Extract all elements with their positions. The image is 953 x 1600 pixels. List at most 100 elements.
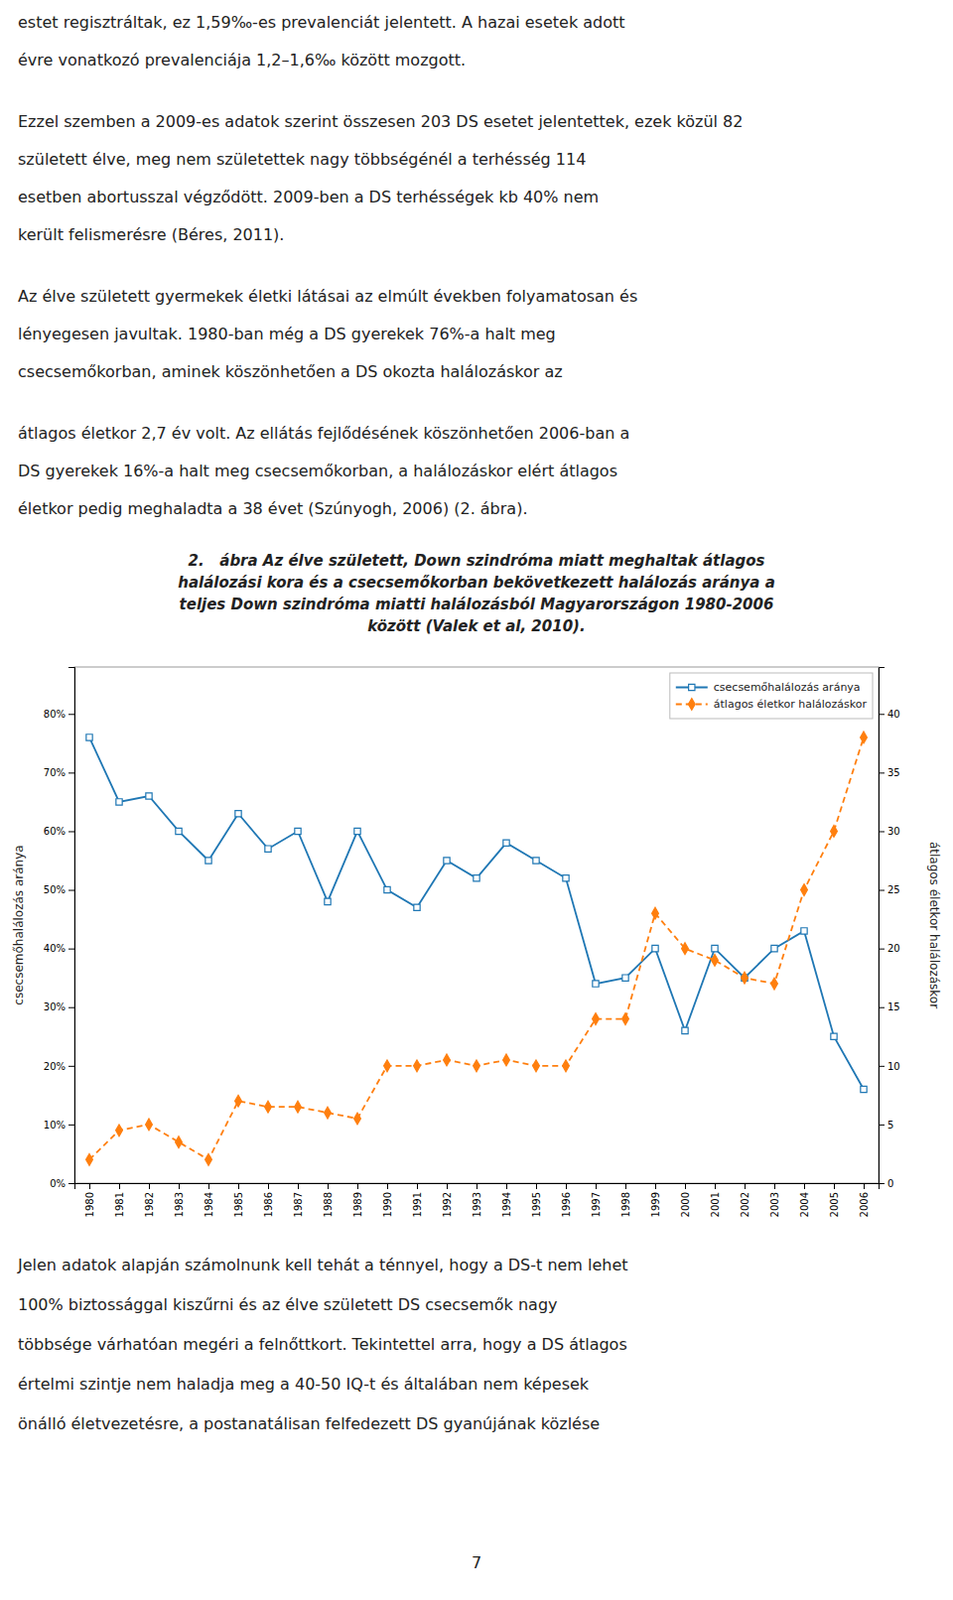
y2-tick-mark [878,1066,885,1068]
data-point [622,1013,630,1026]
data-point [592,980,599,987]
x-tick-mark [595,1183,597,1190]
x-tick-label: 1987 [292,1192,304,1218]
y-tick: 40% [43,943,75,954]
series-line [89,737,864,1160]
chart-title-line: között (Valek et al, 2010). [367,617,585,636]
paragraph-line: csecsemőkorban, aminek köszönhetően a DS… [17,362,563,382]
legend: csecsemőhalálozás aránya átlagos életkor … [670,673,873,719]
data-point [801,884,809,897]
x-tick: 1981 [114,1183,126,1218]
series-line [89,737,864,1090]
x-tick-label: 2000 [680,1192,691,1218]
x-tick: 2000 [680,1183,691,1218]
y-tick-mark [68,713,75,715]
data-point [354,1112,362,1125]
data-point [175,827,182,834]
chart-title-line: halálozási kora és a csecsemőkorban bekö… [177,573,776,592]
x-tick: 1997 [590,1183,602,1218]
data-point [265,1100,273,1113]
data-point [265,845,272,852]
plot-area [86,731,868,1166]
x-tick-mark [684,1183,686,1190]
x-tick: 2002 [739,1183,751,1218]
x-tick: 1983 [173,1183,185,1218]
y-tick-mark [68,830,75,832]
y-tick-mark [68,949,75,951]
x-tick-label: 1995 [531,1192,543,1218]
x-tick-mark [476,1183,478,1190]
x-tick-label: 2001 [709,1192,721,1218]
data-point [681,1027,688,1034]
data-point [413,1060,421,1073]
y2-tick-label: 30 [887,825,901,837]
x-tick-label: 1990 [382,1192,394,1218]
x-tick: 1991 [411,1183,423,1218]
legend-entry: átlagos életkor halálozáskor [713,697,868,711]
chart-title-line: 2. ábra Az élve született, Down szindróm… [187,551,765,570]
y-tick-label: 0% [49,1178,66,1190]
y2-tick: 25 [878,884,901,896]
x-tick-mark [208,1183,210,1190]
x-tick-mark [625,1183,627,1190]
plot-frame [74,667,879,1184]
data-point [294,827,301,834]
data-point [443,1054,451,1067]
x-tick-label: 1997 [590,1192,602,1218]
data-point [86,734,93,741]
data-point [652,907,660,920]
y-tick-label: 60% [43,825,66,837]
y-axis: 0% 10% 20% 30% 40% 50% 60% 70% 80% [43,668,76,1190]
y2-tick-mark [878,890,885,892]
y-tick: 70% [43,767,75,779]
x-tick: 1995 [531,1183,543,1218]
x-tick-mark [536,1183,538,1190]
y-tick: 10% [43,1119,75,1131]
y2-tick: 0 [878,1178,894,1190]
page-number: 7 [471,1553,482,1573]
x-tick-label: 1998 [620,1192,632,1218]
y-tick-label: 50% [43,884,66,896]
x-tick-label: 1985 [233,1192,245,1218]
data-point [533,857,540,864]
x-axis-line [75,1184,880,1191]
data-point [652,945,659,952]
y-tick-mark [68,1183,75,1185]
x-tick-label: 1994 [501,1192,513,1218]
x-tick-label: 1982 [143,1192,155,1218]
y-tick: 20% [43,1061,75,1073]
data-point [145,1118,153,1131]
y-tick-label: 40% [43,943,66,954]
y-tick: 50% [43,884,75,896]
y-axis-line [68,668,76,1185]
data-point [711,945,718,952]
data-point [562,875,569,882]
x-tick-mark [89,1183,91,1190]
y-tick-label: 10% [43,1119,66,1131]
y-axis-title: csecsemőhalálozás aránya [11,844,26,1005]
x-tick-label: 1988 [322,1192,334,1218]
y-tick-label: 70% [43,767,66,779]
legend-entry: csecsemőhalálozás aránya [713,680,861,694]
data-point [86,1153,94,1166]
y-tick-label: 80% [43,708,66,720]
y2-axis: 0510152025303540 [878,668,901,1190]
chart: 1980198119821983198419851986198719881989… [11,667,942,1218]
y-tick-label: 20% [43,1061,66,1073]
x-tick-label: 1991 [411,1192,423,1218]
data-point [175,1136,183,1149]
y2-axis-title: átlagos életkor halálozáskor [927,841,942,1009]
x-tick: 1985 [233,1183,245,1218]
y-tick: 30% [43,1001,75,1013]
x-tick-mark [148,1183,150,1190]
data-point [354,827,361,834]
page: estet regisztráltak, ez 1,59‰-es prevale… [0,0,953,1600]
y2-tick-label: 35 [887,767,901,779]
x-tick: 1989 [352,1183,364,1218]
y2-tick-mark [878,1183,885,1185]
chart-title: 2. ábra Az élve született, Down szindróm… [177,551,776,636]
data-point [384,1060,392,1073]
data-point [771,977,779,990]
y2-tick: 30 [878,825,901,837]
y2-tick-mark [878,713,885,715]
